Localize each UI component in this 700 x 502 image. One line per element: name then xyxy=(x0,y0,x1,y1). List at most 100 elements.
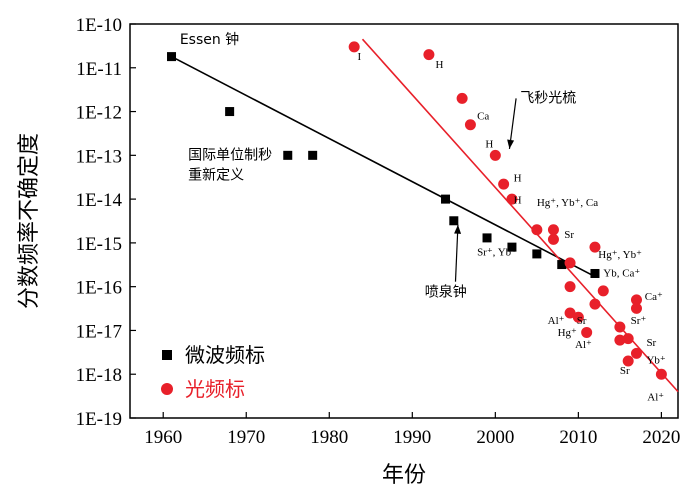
annotation-label: H xyxy=(514,173,522,185)
y-tick-label: 1E-10 xyxy=(76,15,122,36)
microwave-point xyxy=(225,107,235,117)
annotation-label: Al⁺ xyxy=(575,339,592,351)
x-axis-title: 年份 xyxy=(382,463,426,488)
microwave-point xyxy=(590,268,600,278)
optical-point xyxy=(581,326,593,338)
y-axis-title: 分数频率不确定度 xyxy=(17,133,42,309)
optical-point xyxy=(597,285,609,297)
x-tick-label: 1990 xyxy=(393,427,431,448)
annotation-label: Yb⁺ xyxy=(646,355,665,367)
annotation-label: I xyxy=(358,51,362,63)
annotation-label: 飞秒光梳 xyxy=(520,91,576,107)
optical-point xyxy=(489,149,501,161)
y-tick-label: 1E-14 xyxy=(76,190,123,211)
microwave-point xyxy=(167,52,177,62)
y-tick-label: 1E-15 xyxy=(76,234,122,255)
annotation-label: Sr⁺, Yb⁺ xyxy=(477,246,517,258)
optical-point xyxy=(423,49,435,61)
arrow-head xyxy=(454,224,462,234)
optical-point xyxy=(589,241,601,253)
annotation-arrows xyxy=(454,98,517,282)
annotation-label: Yb, Ca⁺ xyxy=(603,268,640,280)
annotation-label: Sr xyxy=(577,315,587,327)
optical-point xyxy=(622,355,634,367)
microwave-point xyxy=(308,150,318,160)
optical-point xyxy=(572,311,584,323)
optical-point xyxy=(506,193,518,205)
optical-point xyxy=(564,307,576,319)
microwave-point xyxy=(482,233,492,243)
optical-point xyxy=(630,302,642,314)
annotation-label: 喷泉钟 xyxy=(425,283,467,300)
optical-point xyxy=(564,257,576,269)
y-tick-label: 1E-19 xyxy=(76,409,122,430)
annotation-label: Ca⁺ xyxy=(645,291,663,303)
microwave-point xyxy=(283,150,293,160)
microwave-point xyxy=(532,249,542,259)
annotation-label: 重新定义 xyxy=(188,168,244,184)
annotation-label: Essen 钟 xyxy=(180,31,239,48)
annotation-label: H xyxy=(436,59,444,71)
annotation-label: Sr⁺ xyxy=(631,315,647,327)
y-tick-label: 1E-13 xyxy=(76,146,122,167)
y-tick-label: 1E-12 xyxy=(76,103,122,124)
trend-line xyxy=(171,55,596,278)
optical-point xyxy=(456,92,468,104)
x-tick-label: 2020 xyxy=(642,427,680,448)
y-tick-label: 1E-18 xyxy=(76,365,122,386)
x-tick-label: 1980 xyxy=(310,427,348,448)
data-markers xyxy=(167,41,667,380)
x-tick-label: 1970 xyxy=(227,427,265,448)
annotation-label: Al⁺ xyxy=(647,392,664,404)
x-tick-label: 2000 xyxy=(476,427,514,448)
arrow-shaft xyxy=(454,224,459,282)
annotation-label: H xyxy=(485,139,493,151)
annotation-label: H xyxy=(514,194,522,206)
y-tick-label: 1E-11 xyxy=(76,59,122,80)
annotation-label: 国际单位制秒 xyxy=(188,148,272,164)
legend-swatch xyxy=(161,383,173,395)
optical-point xyxy=(498,178,510,190)
annotation-label: Sr xyxy=(646,337,656,349)
microwave-point xyxy=(449,216,459,226)
legend-label: 微波频标 xyxy=(185,343,265,367)
annotation-label: Hg⁺, Yb⁺ xyxy=(598,249,642,261)
y-axis: 1E-10 1E-11 1E-12 1E-13 1E-14 1E-15 1E-16 1E-17… xyxy=(76,15,136,430)
annotation-label: Al⁺ xyxy=(548,315,565,327)
optical-point xyxy=(348,41,360,53)
plot-frame xyxy=(129,23,679,419)
optical-point xyxy=(547,233,559,245)
legend-swatch xyxy=(162,350,172,360)
optical-point xyxy=(630,347,642,359)
optical-point xyxy=(655,368,667,380)
annotation-label: Sr xyxy=(564,229,574,241)
x-axis: 1960 1970 1980 1990 2000 2010 2020 xyxy=(144,412,680,448)
y-tick-label: 1E-16 xyxy=(76,278,122,299)
x-tick-label: 2010 xyxy=(559,427,597,448)
optical-point xyxy=(589,298,601,310)
annotation-label: Ca xyxy=(477,111,489,123)
arrow-head xyxy=(507,139,515,149)
optical-point xyxy=(547,224,559,236)
trend-lines xyxy=(171,38,679,393)
annotation-label: Sr xyxy=(620,365,630,377)
microwave-point xyxy=(507,242,517,252)
optical-point xyxy=(630,294,642,306)
annotation-label: Hg⁺ xyxy=(558,327,577,339)
optical-point xyxy=(564,281,576,293)
optical-point xyxy=(622,333,634,345)
y-tick-label: 1E-17 xyxy=(76,321,122,342)
optical-point xyxy=(614,321,626,333)
microwave-point xyxy=(557,260,567,270)
x-tick-label: 1960 xyxy=(144,427,182,448)
optical-point xyxy=(464,119,476,131)
annotation-label: Hg⁺, Yb⁺, Ca xyxy=(537,197,598,209)
microwave-point xyxy=(441,194,451,204)
optical-point xyxy=(614,334,626,346)
legend-label: 光频标 xyxy=(185,377,245,401)
optical-point xyxy=(531,224,543,236)
trend-line xyxy=(361,38,679,393)
